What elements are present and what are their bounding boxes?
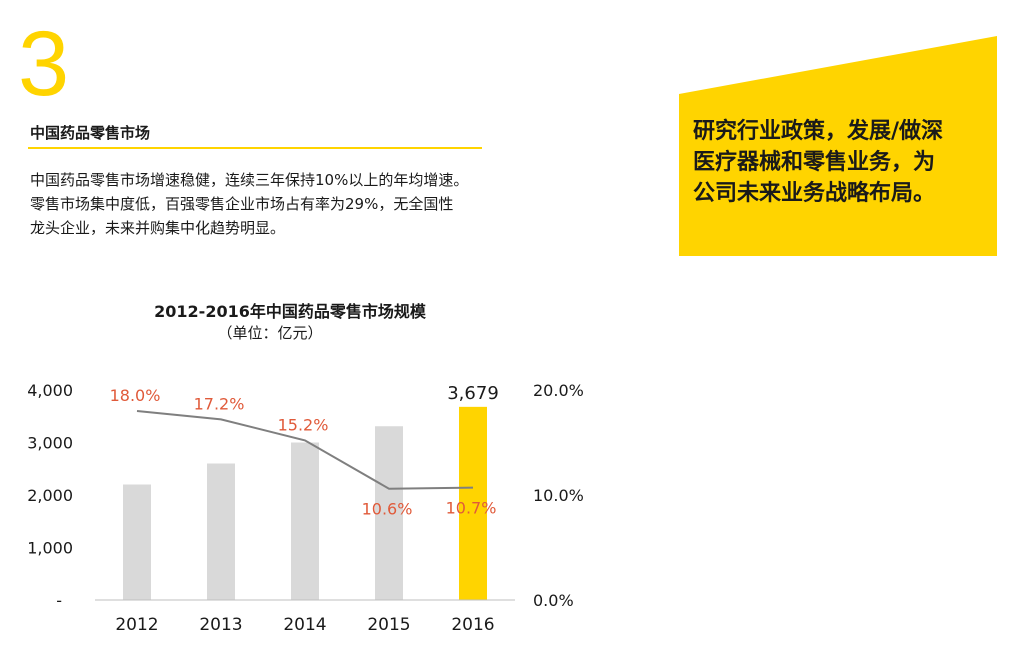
bar-2013 bbox=[207, 463, 235, 600]
section-number: 3 bbox=[18, 13, 70, 115]
growth-label: 10.6% bbox=[362, 500, 413, 519]
growth-label: 17.2% bbox=[194, 394, 245, 413]
bar-2016 bbox=[459, 406, 487, 600]
growth-label: 10.7% bbox=[446, 499, 497, 518]
callout-shape bbox=[679, 36, 997, 256]
y2-tick-label: 10.0% bbox=[533, 486, 584, 505]
growth-label: 18.0% bbox=[110, 386, 161, 405]
callout-text: 研究行业政策，发展/做深 医疗器械和零售业务，为 公司未来业务战略布局。 bbox=[693, 116, 993, 209]
chart-subtitle: （单位：亿元） bbox=[217, 324, 323, 342]
body-line: 中国药品零售市场增速稳健，连续三年保持10%以上的年均增速。 bbox=[30, 171, 469, 189]
body-line: 零售市场集中度低，百强零售企业市场占有率为29%，无全国性 bbox=[30, 195, 454, 213]
chart-title: 2012-2016年中国药品零售市场规模 bbox=[154, 302, 426, 321]
y2-tick-label: 0.0% bbox=[533, 591, 574, 610]
y-tick-label: 3,000 bbox=[27, 434, 73, 453]
growth-label: 15.2% bbox=[278, 415, 329, 434]
y-tick-label: 2,000 bbox=[27, 486, 73, 505]
bar-2014 bbox=[291, 442, 319, 600]
title-underline bbox=[28, 147, 482, 149]
callout-line: 公司未来业务战略布局。 bbox=[693, 181, 936, 206]
y-tick-label: - bbox=[56, 591, 62, 610]
x-tick-label: 2013 bbox=[199, 615, 242, 635]
x-tick-label: 2012 bbox=[115, 615, 158, 635]
y2-tick-label: 20.0% bbox=[533, 381, 584, 400]
y-tick-label: 1,000 bbox=[27, 539, 73, 558]
callout-line: 医疗器械和零售业务，为 bbox=[693, 150, 936, 175]
bar-value-label: 3,679 bbox=[447, 383, 499, 404]
x-tick-label: 2014 bbox=[283, 615, 326, 635]
section-body: 中国药品零售市场增速稳健，连续三年保持10%以上的年均增速。 零售市场集中度低，… bbox=[30, 168, 590, 240]
y-tick-label: 4,000 bbox=[27, 381, 73, 400]
market-size-chart: - 1,000 2,000 3,000 4,000 0.0% 10.0% 20.0% 2012 2… bbox=[27, 381, 584, 635]
x-tick-label: 2015 bbox=[367, 615, 410, 635]
body-line: 龙头企业，未来并购集中化趋势明显。 bbox=[30, 219, 286, 237]
x-tick-label: 2016 bbox=[451, 615, 494, 635]
growth-rate-line bbox=[136, 410, 474, 490]
section-title: 中国药品零售市场 bbox=[30, 124, 151, 142]
callout-box: 研究行业政策，发展/做深 医疗器械和零售业务，为 公司未来业务战略布局。 bbox=[679, 36, 997, 256]
bar-2015 bbox=[375, 426, 403, 600]
bar-2012 bbox=[123, 484, 151, 600]
callout-line: 研究行业政策，发展/做深 bbox=[693, 119, 944, 144]
